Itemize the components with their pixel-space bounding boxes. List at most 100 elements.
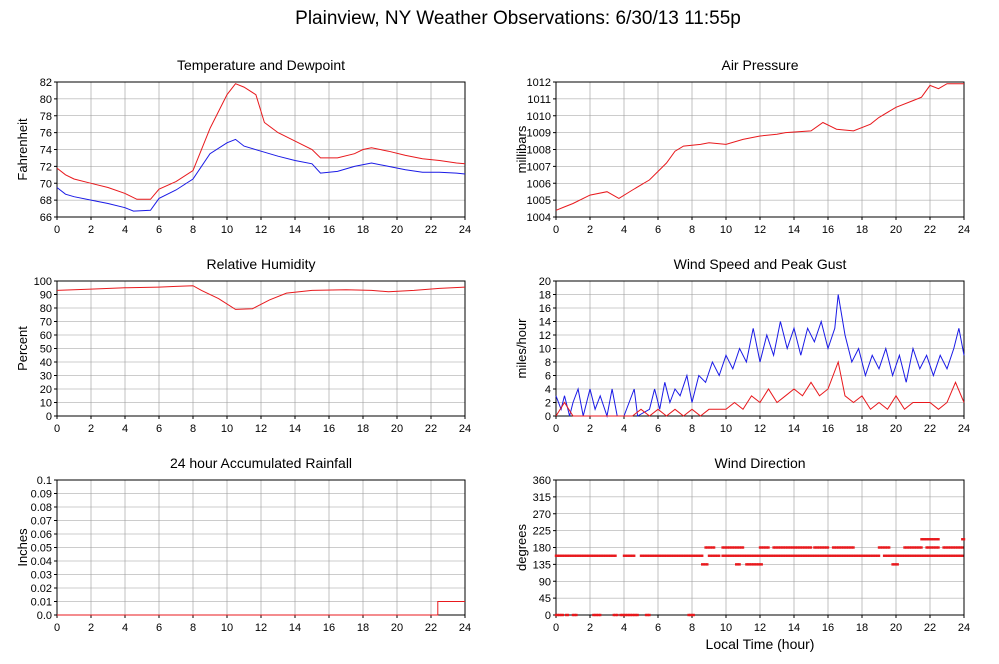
- direction-point: [801, 546, 804, 549]
- bottom-x-axis-label: Local Time (hour): [706, 636, 815, 652]
- y-tick-label: 1011: [527, 94, 551, 106]
- direction-point: [740, 554, 743, 557]
- direction-point: [876, 554, 879, 557]
- direction-point: [735, 546, 738, 549]
- direction-point: [779, 546, 782, 549]
- x-tick-label: 10: [720, 622, 732, 634]
- direction-point: [886, 546, 889, 549]
- direction-point: [631, 554, 634, 557]
- direction-point: [733, 546, 736, 549]
- direction-point: [881, 546, 884, 549]
- direction-point: [811, 554, 814, 557]
- direction-point: [947, 546, 950, 549]
- direction-point: [920, 554, 923, 557]
- direction-point: [859, 554, 862, 557]
- direction-point: [828, 554, 831, 557]
- chart-title: Relative Humidity: [207, 256, 316, 272]
- x-tick-label: 18: [357, 423, 369, 435]
- direction-point: [687, 613, 690, 617]
- direction-point: [602, 554, 605, 557]
- direction-point: [566, 613, 570, 617]
- direction-point: [721, 546, 724, 549]
- direction-point: [803, 554, 806, 557]
- x-tick-label: 22: [924, 423, 936, 435]
- direction-point: [709, 554, 712, 557]
- direction-point: [661, 554, 665, 557]
- x-tick-label: 10: [720, 423, 732, 435]
- direction-point: [624, 554, 627, 557]
- y-axis-label: millibars: [514, 125, 529, 173]
- x-tick-label: 4: [621, 224, 627, 236]
- x-tick-label: 6: [655, 224, 661, 236]
- direction-point: [816, 546, 819, 549]
- x-tick-label: 0: [54, 622, 60, 634]
- y-tick-label: 20: [539, 276, 551, 288]
- direction-point: [684, 554, 687, 557]
- y-tick-label: 90: [539, 576, 551, 588]
- y-tick-label: 12: [539, 330, 551, 342]
- direction-point: [882, 554, 886, 557]
- direction-point: [580, 554, 583, 557]
- y-tick-label: 40: [40, 357, 52, 369]
- direction-point: [855, 554, 859, 557]
- direction-point: [932, 546, 935, 549]
- direction-point: [942, 546, 945, 549]
- x-tick-label: 16: [822, 622, 834, 634]
- series-line-1: [56, 83, 466, 200]
- direction-point: [774, 546, 777, 549]
- direction-point: [595, 613, 598, 617]
- y-tick-label: 90: [40, 290, 52, 302]
- direction-point: [843, 546, 847, 549]
- direction-point: [826, 546, 830, 549]
- direction-point: [780, 554, 784, 557]
- direction-point: [848, 554, 852, 557]
- direction-point: [908, 546, 911, 549]
- y-tick-label: 1004: [527, 212, 551, 224]
- y-tick-label: 0: [545, 610, 551, 622]
- direction-point: [947, 554, 950, 557]
- direction-point: [639, 554, 643, 557]
- direction-point: [653, 554, 656, 557]
- direction-point: [954, 546, 957, 549]
- direction-point: [767, 554, 770, 557]
- direction-point: [573, 613, 576, 617]
- x-tick-label: 22: [924, 622, 936, 634]
- direction-point: [809, 554, 813, 557]
- direction-point: [786, 546, 789, 549]
- direction-point: [935, 538, 938, 541]
- direction-point: [918, 554, 921, 557]
- y-tick-label: 80: [40, 94, 52, 106]
- direction-point: [556, 554, 559, 557]
- x-tick-label: 10: [720, 224, 732, 236]
- y-tick-label: 270: [533, 509, 551, 521]
- x-tick-label: 12: [754, 224, 766, 236]
- x-tick-label: 20: [391, 224, 403, 236]
- direction-point: [893, 563, 896, 566]
- y-tick-label: 0.04: [31, 556, 52, 568]
- y-tick-label: 45: [539, 593, 551, 605]
- direction-point: [796, 554, 799, 557]
- y-tick-label: 30: [40, 371, 52, 383]
- direction-point: [745, 554, 748, 557]
- direction-point: [763, 554, 767, 557]
- x-tick-label: 18: [856, 622, 868, 634]
- series-points-1: [554, 538, 966, 617]
- direction-point: [765, 546, 768, 549]
- direction-point: [736, 554, 740, 557]
- x-tick-label: 0: [553, 423, 559, 435]
- direction-point: [799, 554, 802, 557]
- direction-point: [578, 554, 581, 557]
- direction-point: [573, 554, 576, 557]
- y-tick-label: 0: [545, 411, 551, 423]
- direction-point: [656, 554, 660, 557]
- direction-point: [750, 554, 753, 557]
- direction-point: [945, 554, 949, 557]
- x-tick-label: 16: [323, 224, 335, 236]
- direction-point: [952, 554, 955, 557]
- x-tick-label: 4: [122, 622, 128, 634]
- direction-point: [910, 554, 913, 557]
- direction-point: [614, 613, 617, 617]
- y-tick-label: 50: [40, 344, 52, 356]
